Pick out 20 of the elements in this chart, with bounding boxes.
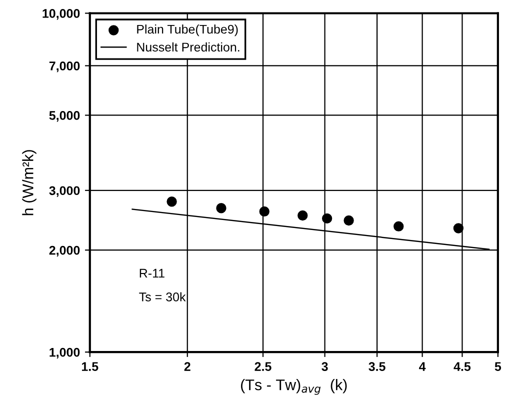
x-tick-label: 4: [419, 362, 426, 371]
y-tick-label: 2,000: [49, 246, 80, 257]
annotation: R-11: [140, 268, 164, 278]
y-tick-label: 1,000: [50, 348, 80, 359]
x-tick-label: 2.5: [254, 362, 272, 371]
x-tick-label: 2: [184, 362, 190, 371]
annotation: Ts = 30k: [139, 292, 186, 302]
y-tick-label: 10,000: [42, 9, 80, 20]
y-tick-label: 3,000: [49, 186, 80, 197]
x-tick-label: 5: [494, 362, 502, 371]
x-tick-label: 3.5: [368, 362, 386, 371]
legend-label: Plain Tube(Tube9): [137, 24, 238, 36]
y-tick-label: 7,000: [49, 62, 80, 72]
x-tick-label: 3: [322, 362, 328, 371]
y-tick-label: 5,000: [49, 111, 80, 122]
x-tick-label: 1.5: [82, 362, 98, 371]
x-axis-title: (Ts - Tw)$_{avg}$ (k): [241, 379, 347, 395]
x-tick-label: 4.5: [454, 362, 471, 371]
legend-label: Nusselt Prediction.: [137, 42, 240, 52]
y-axis-title: h (W/m²k): [22, 150, 36, 216]
